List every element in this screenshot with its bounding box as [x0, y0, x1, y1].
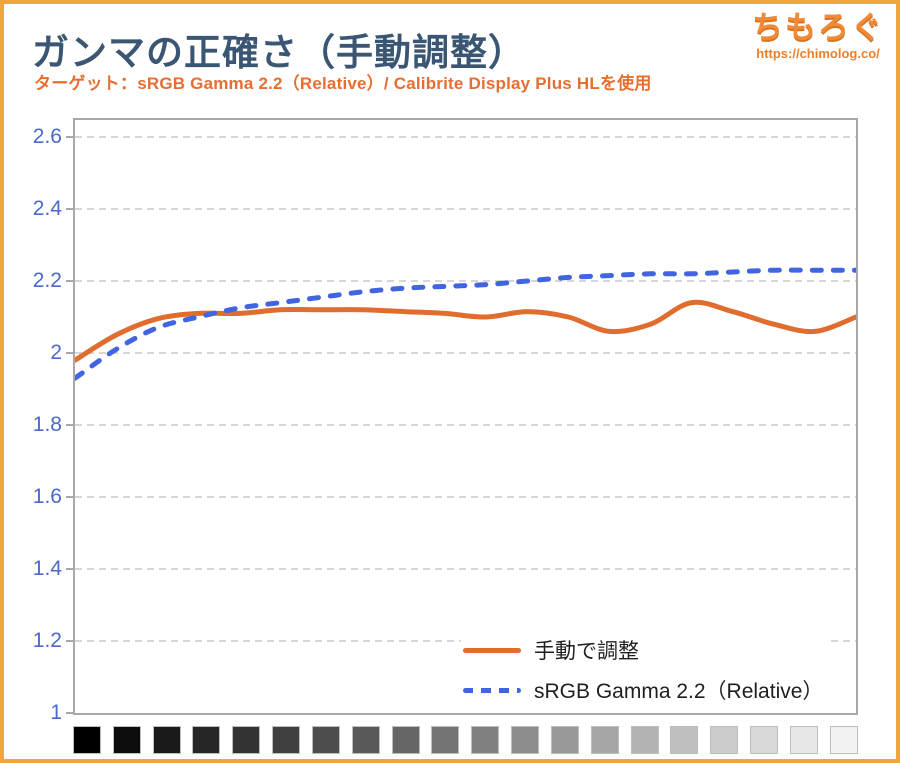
grayscale-swatch: [351, 726, 380, 754]
grayscale-swatch: [829, 726, 858, 754]
y-tick-label: 2: [50, 341, 62, 364]
grayscale-swatch: [391, 726, 420, 754]
y-tick-label: 1.4: [32, 557, 62, 580]
legend-label: sRGB Gamma 2.2（Relative）: [534, 680, 824, 703]
y-tick-label: 1.6: [32, 485, 62, 508]
page-title: ガンマの正確さ（手動調整）: [32, 32, 526, 73]
legend-label: 手動で調整: [534, 640, 639, 663]
site-logo-url: https://chimolog.co/: [756, 45, 880, 61]
site-logo: ちもろぐ https://chimolog.co/: [752, 10, 884, 61]
plot-area: 手動で調整 sRGB Gamma 2.2（Relative）: [73, 118, 858, 715]
grayscale-swatch: [511, 726, 540, 754]
line-chart: [75, 136, 856, 642]
grayscale-swatch: [710, 726, 739, 754]
grayscale-swatch: [471, 726, 500, 754]
grayscale-swatch: [192, 726, 221, 754]
series-line-measured: [75, 299, 856, 363]
legend-dashed-line-sample: [463, 687, 521, 693]
site-logo-text: ちもろぐ: [752, 10, 884, 45]
series-line-reference: [75, 267, 856, 381]
grayscale-axis: [73, 726, 858, 754]
grayscale-swatch: [431, 726, 460, 754]
grayscale-swatch: [550, 726, 579, 754]
grayscale-swatch: [590, 726, 619, 754]
y-tick-label: 1.8: [32, 413, 62, 436]
grayscale-swatch: [73, 726, 101, 754]
legend-solid-line-sample: [463, 647, 521, 653]
legend-item: sRGB Gamma 2.2（Relative）: [463, 670, 823, 710]
grayscale-swatch: [750, 726, 779, 754]
y-tick-label: 1: [50, 701, 62, 724]
grayscale-swatch: [152, 726, 181, 754]
grayscale-swatch: [272, 726, 301, 754]
grayscale-swatch: [232, 726, 261, 754]
y-tick-label: 2.4: [32, 197, 62, 220]
chart-subtitle: ターゲット：sRGB Gamma 2.2（Relative）/ Calibrit…: [34, 74, 652, 93]
grayscale-swatch: [112, 726, 141, 754]
y-tick-label: 2.6: [32, 125, 62, 148]
grayscale-swatch: [630, 726, 659, 754]
grayscale-swatch: [311, 726, 340, 754]
grayscale-swatch: [789, 726, 818, 754]
y-tick-label: 2.2: [32, 269, 62, 292]
legend: 手動で調整 sRGB Gamma 2.2（Relative）: [461, 628, 832, 712]
y-tick-label: 1.2: [32, 629, 62, 652]
grayscale-swatch: [670, 726, 699, 754]
legend-item: 手動で調整: [463, 630, 823, 670]
